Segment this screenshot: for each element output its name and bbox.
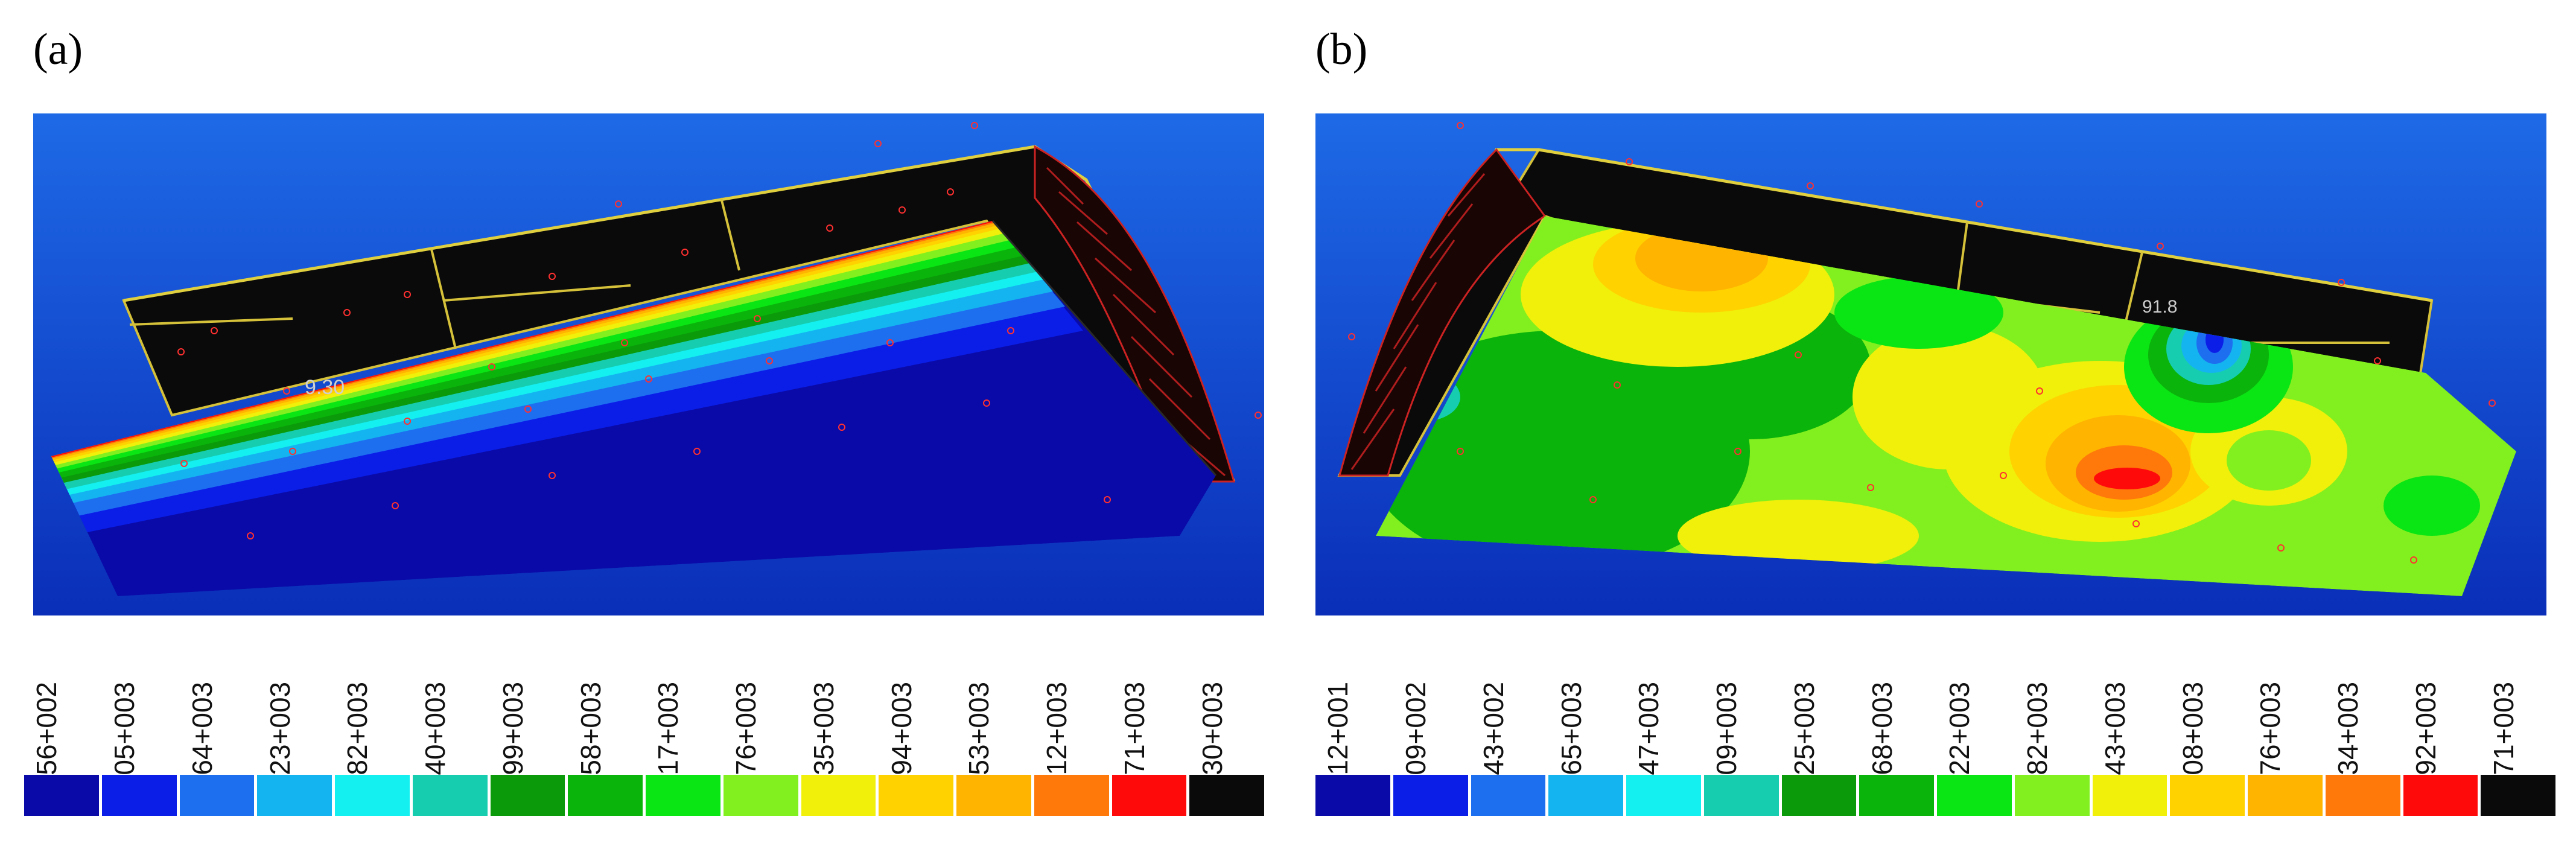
legend-swatch	[1626, 775, 1704, 816]
legend-swatch	[1703, 775, 1782, 816]
legend-swatch	[412, 775, 491, 816]
panel-a-hatched-end	[1034, 145, 1235, 483]
legend-swatch	[1111, 775, 1190, 816]
legend-swatch	[1781, 775, 1860, 816]
legend-swatch	[2170, 775, 2248, 816]
legend-swatch	[2248, 775, 2326, 816]
panel-b-contour-view: 91.8	[1315, 113, 2546, 615]
panel-b-contour-label: 91.8	[2142, 297, 2177, 317]
legend-swatch	[723, 775, 801, 816]
legend-swatch	[1548, 775, 1626, 816]
legend-swatch	[956, 775, 1034, 816]
legend-swatch	[568, 775, 646, 816]
legend-swatch	[1937, 775, 2015, 816]
panel-b-contour-floor	[1376, 216, 2516, 596]
legend-swatch	[335, 775, 413, 816]
legend-swatch	[1393, 775, 1471, 816]
panel-a-label: (a)	[33, 25, 83, 74]
legend-swatch	[2325, 775, 2403, 816]
legend-swatch	[801, 775, 879, 816]
legend-swatch	[1034, 775, 1112, 816]
legend-swatch	[1471, 775, 1549, 816]
panel-a-svg: 9.30	[33, 113, 1264, 615]
legend-swatch	[646, 775, 724, 816]
legend-swatch	[1859, 775, 1937, 816]
panel-a-node-markers	[177, 122, 1262, 539]
panel-a-contour-floor	[51, 221, 1216, 596]
legend-swatch	[2092, 775, 2171, 816]
panel-a-color-bar	[24, 775, 1267, 816]
legend-swatch	[2403, 775, 2481, 816]
legend-swatch	[490, 775, 568, 816]
panel-b-svg: 91.8	[1315, 113, 2546, 615]
legend-swatch	[179, 775, 258, 816]
panel-b-hatched-end	[1338, 148, 1547, 477]
panel-a-contour-view: 9.30	[33, 113, 1264, 615]
panel-a-contour-label: 9.30	[305, 376, 345, 399]
legend-swatch	[2481, 775, 2559, 816]
legend-swatch	[1315, 775, 1393, 816]
legend-swatch	[2014, 775, 2093, 816]
legend-swatch	[24, 775, 102, 816]
panel-b-color-bar	[1315, 775, 2559, 816]
legend-swatch	[879, 775, 956, 816]
panel-b-label: (b)	[1315, 25, 1368, 74]
panel-b-node-markers	[1348, 122, 2496, 564]
legend-swatch	[257, 775, 335, 816]
legend-swatch	[101, 775, 180, 816]
legend-swatch	[1189, 775, 1267, 816]
